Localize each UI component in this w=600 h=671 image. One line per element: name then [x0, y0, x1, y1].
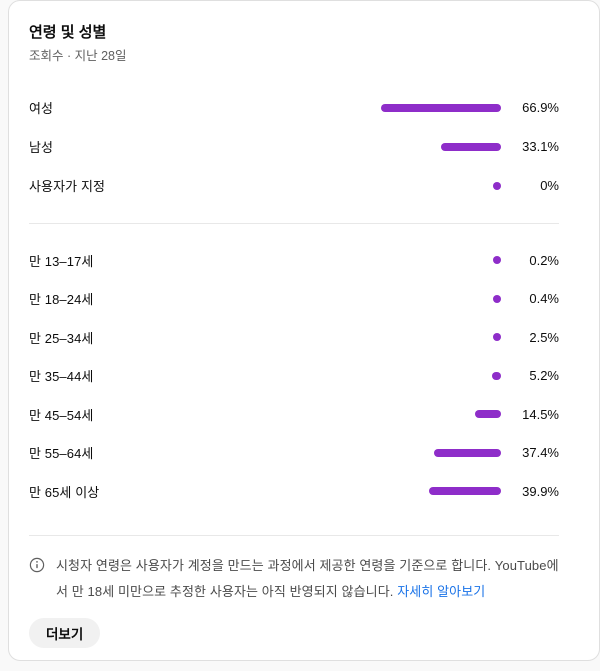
- percentage-bar: [474, 410, 501, 419]
- age-gender-analytics-card: 연령 및 성별 조회수 · 지난 28일 여성 66.9% 남성 33.1% 사용자가 …: [8, 0, 600, 661]
- percentage-bar: [493, 256, 501, 265]
- section-divider: [29, 223, 559, 224]
- chart-row: 여성 66.9%: [29, 88, 559, 127]
- card-header: 연령 및 성별 조회수 · 지난 28일: [29, 1, 559, 64]
- bar-track: [321, 333, 501, 342]
- percentage-bar: [493, 333, 501, 342]
- row-label: 만 35–44세: [29, 369, 94, 385]
- row-value: 0.2%: [529, 252, 559, 268]
- row-value: 33.1%: [522, 139, 559, 154]
- bar-track: [321, 294, 501, 303]
- percentage-bar: [493, 181, 501, 190]
- bar-track: [321, 487, 501, 496]
- chart-row: 만 18–24세 0.4%: [29, 280, 559, 319]
- footer-divider: [29, 534, 559, 536]
- bar-track: [321, 142, 501, 151]
- row-value: 5.2%: [529, 368, 559, 384]
- chart-row: 만 55–64세 37.4%: [29, 434, 559, 473]
- note-text: 시청자 연령은 사용자가 계정을 만드는 과정에서 제공한 연령을 기준으로 합…: [56, 557, 559, 599]
- chart-row: 남성 33.1%: [29, 127, 559, 166]
- chart-row: 만 25–34세 2.5%: [29, 318, 559, 357]
- bar-track: [321, 410, 501, 419]
- chart-row: 만 35–44세 5.2%: [29, 357, 559, 396]
- row-label: 여성: [29, 101, 54, 116]
- percentage-bar: [380, 103, 501, 112]
- row-value: 0%: [540, 178, 559, 193]
- row-value: 2.5%: [529, 329, 559, 345]
- row-label: 만 25–34세: [29, 330, 94, 346]
- bar-track: [321, 371, 501, 380]
- chart-row: 만 13–17세 0.2%: [29, 241, 559, 280]
- learn-more-link[interactable]: 자세히 알아보기: [397, 583, 486, 599]
- chart-row: 사용자가 지정 0%: [29, 166, 559, 205]
- row-value: 39.9%: [522, 483, 559, 499]
- info-icon: [29, 557, 45, 573]
- bar-track: [321, 103, 501, 112]
- row-label: 만 13–17세: [29, 253, 94, 269]
- row-label: 만 45–54세: [29, 407, 94, 423]
- percentage-bar: [493, 294, 501, 303]
- card-title: 연령 및 성별: [29, 24, 107, 41]
- bar-track: [321, 448, 501, 457]
- row-value: 66.9%: [522, 100, 559, 115]
- card-subtitle: 조회수 · 지난 28일: [29, 49, 127, 63]
- bar-track: [321, 256, 501, 265]
- row-value: 37.4%: [522, 445, 559, 461]
- row-value: 0.4%: [529, 291, 559, 307]
- info-note: 시청자 연령은 사용자가 계정을 만드는 과정에서 제공한 연령을 기준으로 합…: [29, 553, 559, 605]
- row-label: 만 55–64세: [29, 446, 94, 462]
- bar-track: [321, 181, 501, 190]
- age-rows: 만 13–17세 0.2% 만 18–24세 0.4% 만 25–34세 2.5% 만 35…: [29, 241, 559, 511]
- percentage-bar: [441, 142, 501, 151]
- note-text-block: 시청자 연령은 사용자가 계정을 만드는 과정에서 제공한 연령을 기준으로 합…: [56, 553, 559, 605]
- row-label: 만 18–24세: [29, 292, 94, 308]
- percentage-bar: [433, 448, 501, 457]
- chart-row: 만 65세 이상 39.9%: [29, 472, 559, 511]
- row-label: 만 65세 이상: [29, 484, 100, 500]
- row-label: 남성: [29, 140, 54, 155]
- row-value: 14.5%: [522, 406, 559, 422]
- more-button[interactable]: 더보기: [29, 617, 101, 648]
- gender-rows: 여성 66.9% 남성 33.1% 사용자가 지정 0%: [29, 88, 559, 205]
- percentage-bar: [429, 487, 501, 496]
- percentage-bar: [491, 371, 501, 380]
- row-label: 사용자가 지정: [29, 179, 106, 194]
- chart-row: 만 45–54세 14.5%: [29, 395, 559, 434]
